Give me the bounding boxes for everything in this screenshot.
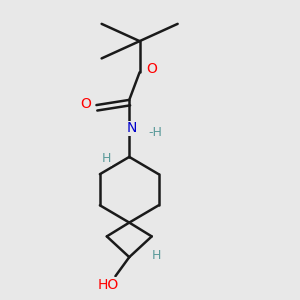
Text: -H: -H	[148, 125, 162, 139]
Text: H: H	[152, 249, 162, 262]
Text: N: N	[127, 121, 137, 135]
Text: O: O	[146, 62, 157, 76]
Text: HO: HO	[98, 278, 119, 292]
Text: O: O	[81, 98, 92, 111]
Text: H: H	[102, 152, 112, 165]
